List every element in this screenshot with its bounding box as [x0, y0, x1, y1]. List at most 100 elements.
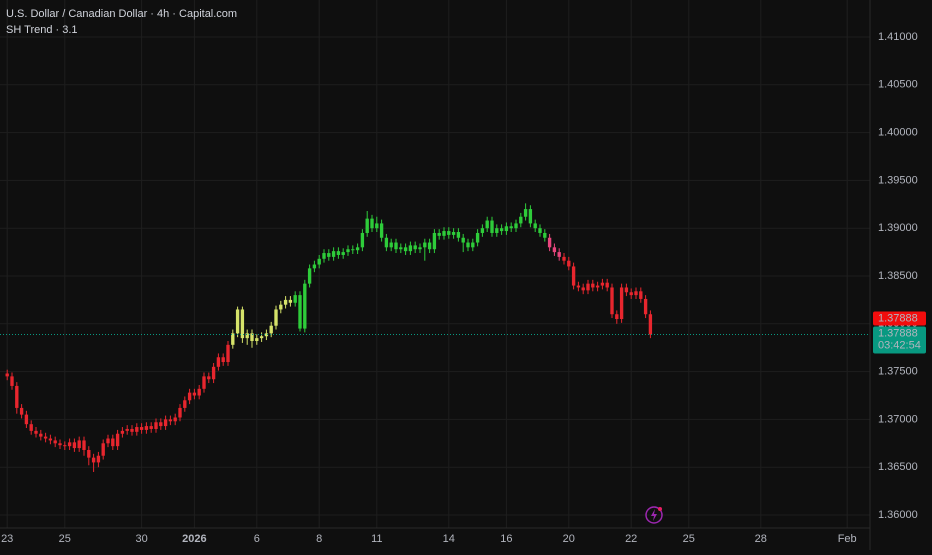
alert-icon-bolt[interactable]	[651, 509, 657, 521]
candle-body	[101, 443, 105, 456]
candle-body	[111, 438, 115, 447]
candle-body	[87, 449, 91, 458]
candle-body	[288, 299, 293, 303]
candle-body	[634, 291, 638, 296]
x-tick-label: 25	[683, 533, 695, 545]
candle-body	[19, 407, 24, 415]
candle-body	[523, 209, 528, 217]
candle-body	[475, 232, 480, 243]
candle-body	[183, 400, 187, 408]
indicator-label-box	[873, 311, 926, 326]
candle-body	[58, 443, 62, 446]
candle-body	[269, 325, 273, 334]
candle-body	[240, 309, 245, 339]
candle-body	[610, 287, 614, 315]
candle-body	[336, 251, 341, 255]
grid	[0, 0, 870, 528]
candle-body	[571, 266, 576, 286]
last-price-box	[873, 326, 926, 354]
candle-body	[202, 376, 206, 389]
candle-body	[615, 314, 619, 320]
candle-body	[543, 232, 547, 238]
candle-body	[567, 260, 571, 267]
y-tick-label: 1.37000	[878, 413, 918, 425]
candle-body	[557, 252, 561, 257]
candle-body	[562, 256, 566, 261]
candle-body	[216, 357, 221, 367]
candle-body	[648, 314, 653, 335]
candle-body	[423, 242, 427, 248]
candle-body	[538, 228, 542, 233]
candle-body	[144, 426, 149, 430]
candle-body	[437, 232, 441, 236]
candle-body	[322, 253, 326, 259]
candle-body	[43, 436, 48, 439]
candle-body	[427, 242, 432, 250]
candle-body	[495, 228, 499, 233]
candle-body	[576, 285, 581, 288]
candle-body	[29, 424, 33, 431]
candle-body	[192, 392, 197, 396]
candle-body	[226, 344, 230, 363]
candle-body	[283, 299, 288, 305]
candle-body	[154, 422, 158, 429]
x-tick-label: 14	[443, 533, 455, 545]
x-tick-label: 2026	[182, 533, 206, 545]
candle-body	[91, 457, 96, 463]
candle-body	[331, 251, 336, 257]
candle-body	[173, 417, 177, 422]
candle-body	[307, 268, 312, 284]
x-tick-label: 20	[563, 533, 575, 545]
candle-body	[317, 258, 321, 265]
candle-body	[547, 237, 552, 248]
y-tick-label: 1.41000	[878, 31, 918, 43]
y-tick-label: 1.36000	[878, 509, 918, 521]
candle-body	[605, 282, 609, 288]
chart-title: U.S. Dollar / Canadian Dollar · 4h · Cap…	[6, 8, 237, 20]
last-price-label: 1.37888	[878, 327, 918, 339]
candle-body	[442, 231, 446, 236]
candle-body	[63, 445, 67, 447]
candle-body	[10, 376, 14, 386]
x-tick-label: 6	[254, 533, 260, 545]
y-tick-label: 1.38500	[878, 270, 918, 282]
x-tick-label: Feb	[838, 533, 857, 545]
alert-icon-ring[interactable]	[645, 506, 663, 524]
candle-body	[48, 438, 53, 441]
indicator-value-label: 1.37888	[878, 312, 918, 324]
candle-body	[418, 247, 422, 250]
candle-body	[351, 249, 355, 251]
candle-body	[245, 333, 249, 339]
candle-body	[619, 287, 624, 320]
alert-icon-dot[interactable]	[658, 507, 662, 511]
candle-body	[274, 309, 278, 326]
candle-body	[77, 440, 81, 449]
candle-body	[384, 237, 389, 248]
candle-body	[159, 422, 163, 427]
candles	[5, 203, 653, 472]
x-tick-label: 25	[59, 533, 71, 545]
candle-body	[235, 309, 240, 334]
candle-body	[586, 283, 590, 291]
alert-icon[interactable]	[645, 506, 663, 524]
candle-body	[499, 228, 504, 232]
candle-body	[413, 245, 417, 250]
candle-body	[480, 228, 485, 233]
candle-body	[149, 426, 153, 429]
candle-body	[504, 226, 509, 232]
candle-body	[456, 232, 461, 238]
candle-body	[279, 304, 283, 310]
candle-body	[379, 223, 384, 238]
y-tick-label: 1.36500	[878, 461, 918, 473]
candle-body	[53, 440, 57, 444]
candle-body	[130, 428, 134, 432]
candle-body	[250, 333, 254, 342]
x-tick-label: 23	[1, 533, 13, 545]
candle-body	[264, 333, 269, 337]
candle-body	[447, 231, 451, 235]
candle-body	[509, 226, 513, 229]
candle-body	[591, 283, 595, 288]
candle-body	[163, 419, 168, 427]
